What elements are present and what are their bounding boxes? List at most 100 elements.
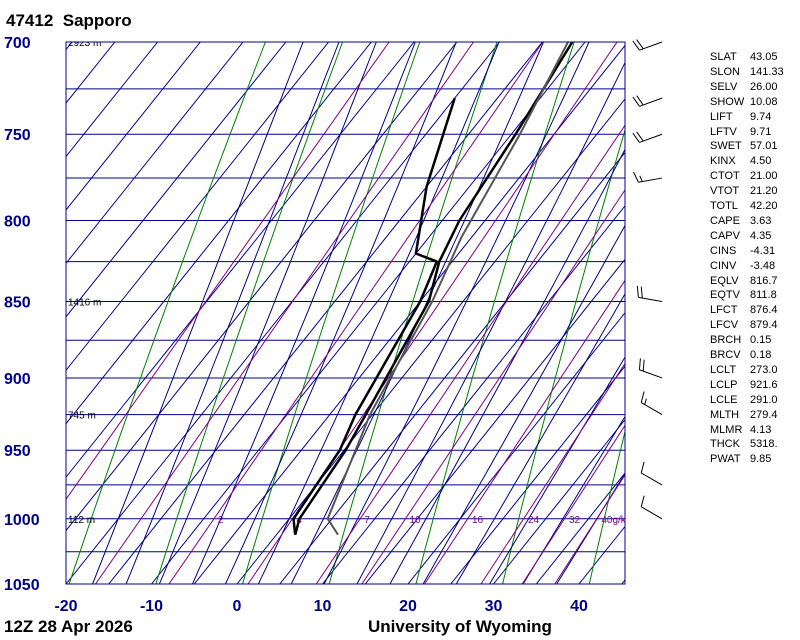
- isotherm: [66, 42, 500, 584]
- mixing-ratio-line: [66, 42, 390, 501]
- mixing-ratio-label: 2: [218, 515, 224, 526]
- dry-adiabat: [68, 42, 266, 584]
- index-name: EQTV: [710, 289, 740, 302]
- wind-barb: [640, 391, 663, 415]
- wind-barb: [632, 131, 663, 143]
- moist-adiabat: [522, 415, 625, 584]
- index-row: LFCT 876.4: [710, 303, 778, 317]
- isotherm: [66, 42, 287, 318]
- isotherm: [66, 42, 201, 211]
- index-name: BRCH: [710, 334, 742, 347]
- temperature-tick-label: 40: [570, 598, 588, 615]
- index-value: 5318.: [750, 438, 778, 451]
- temperature-tick-label: 20: [399, 598, 417, 615]
- temperature-tick-label: 10: [314, 598, 332, 615]
- wind-barb-flag: [636, 131, 644, 142]
- chart-title: 47412 Sapporo: [6, 11, 132, 31]
- index-name: LCLT: [710, 363, 737, 376]
- parcel-profile: [326, 42, 569, 536]
- wind-barb-staff: [640, 472, 663, 486]
- index-name: LCLE: [710, 393, 738, 406]
- index-row: LCLP 921.6: [710, 378, 778, 392]
- index-name: CINV: [710, 259, 737, 272]
- isotherm: [66, 42, 329, 372]
- mixing-ratio-label: 7: [364, 515, 370, 526]
- wind-barb-flag: [632, 40, 640, 51]
- mixing-ratio-line: [554, 474, 625, 584]
- wind-barb-flag: [642, 359, 645, 372]
- isotherm: [193, 44, 625, 584]
- index-row: KINX 4.50: [710, 154, 771, 168]
- isotherm: [66, 42, 244, 265]
- temperature-tick-label: -20: [54, 598, 77, 615]
- mixing-ratio-line: [424, 279, 625, 584]
- index-row: CAPE 3.63: [710, 214, 771, 228]
- wind-barb: [632, 95, 663, 107]
- dry-adiabat: [415, 42, 575, 584]
- pressure-tick-label: 700: [4, 35, 31, 52]
- index-row: THCK 5318.: [710, 437, 778, 451]
- index-name: SLAT: [710, 51, 737, 63]
- index-value: 0.15: [750, 334, 772, 347]
- index-row: SHOW 10.08: [710, 95, 778, 109]
- index-row: CINV -3.48: [710, 259, 775, 273]
- mixing-ratio-label: 16: [472, 515, 484, 526]
- moist-adiabat: [455, 292, 625, 584]
- isotherm: [364, 258, 625, 584]
- isotherm: [535, 472, 625, 584]
- index-value: 10.08: [750, 95, 778, 108]
- index-value: 811.8: [750, 289, 777, 302]
- isotherm: [66, 42, 116, 104]
- pressure-tick-label: 1050: [4, 577, 40, 594]
- moist-adiabat: [290, 42, 544, 584]
- wind-barb: [633, 171, 663, 183]
- wind-barb: [636, 285, 663, 303]
- moist-adiabat: [92, 42, 304, 584]
- mixing-ratio-line: [480, 362, 625, 584]
- dry-adiabat: [328, 42, 498, 584]
- isotherm: [66, 42, 372, 425]
- index-value: 21.00: [750, 170, 778, 183]
- index-row: EQTV 811.8: [710, 288, 777, 302]
- wind-barb-flag: [636, 95, 644, 106]
- wind-barb-flag: [633, 171, 639, 183]
- mixing-ratio-line: [315, 124, 625, 584]
- index-value: 816.7: [750, 274, 778, 287]
- index-row: SLAT 43.05: [710, 50, 778, 64]
- temperature-profile: [293, 42, 574, 536]
- wind-barb-flag: [640, 391, 645, 403]
- index-name: LFTV: [710, 125, 737, 138]
- moist-adiabat: [192, 42, 416, 584]
- index-value: 57.01: [750, 140, 778, 153]
- index-row: SLON 141.33: [710, 65, 784, 79]
- index-value: 141.33: [750, 65, 784, 78]
- index-name: CINS: [710, 244, 737, 257]
- wind-barb: [638, 358, 663, 379]
- index-name: CTOT: [710, 170, 740, 183]
- index-value: 26.00: [750, 80, 778, 93]
- index-name: CAPV: [710, 229, 740, 242]
- observation-time: 12Z 28 Apr 2026: [4, 617, 133, 636]
- index-row: LFTV 9.71: [710, 125, 771, 139]
- moist-adiabat: [225, 42, 457, 584]
- index-name: MLTH: [710, 408, 740, 421]
- index-value: 273.0: [750, 363, 778, 376]
- wind-barb-flag: [644, 398, 647, 405]
- dry-adiabat: [155, 42, 344, 584]
- index-row: MLTH 279.4: [710, 408, 778, 422]
- index-row: LFCV 879.4: [710, 318, 778, 332]
- dewpoint-profile: [292, 97, 456, 535]
- temperature-tick-label: 0: [233, 598, 242, 615]
- mixing-ratio-label: 10: [410, 515, 422, 526]
- isotherm: [0, 42, 29, 584]
- isotherm: [151, 42, 586, 584]
- index-name: VTOT: [710, 185, 740, 198]
- index-row: TOTL 42.20: [710, 199, 778, 213]
- moist-adiabat: [389, 148, 625, 584]
- index-name: LFCV: [710, 319, 739, 332]
- index-value: 291.0: [750, 393, 778, 406]
- index-name: EQLV: [710, 274, 739, 287]
- station-name: Sapporo: [62, 11, 132, 30]
- index-row: CTOT 21.00: [710, 169, 778, 183]
